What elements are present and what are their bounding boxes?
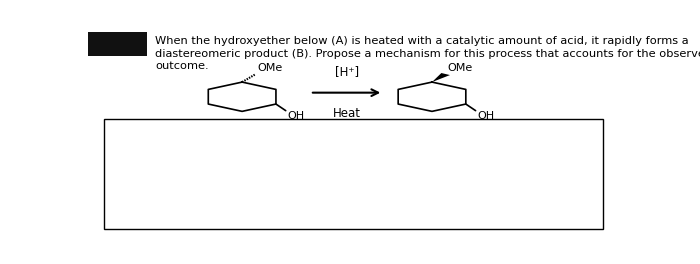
Text: [H⁺]: [H⁺] [335, 65, 359, 78]
Text: Heat: Heat [332, 107, 360, 120]
FancyBboxPatch shape [88, 32, 147, 56]
Text: OH: OH [477, 111, 494, 121]
Text: OMe: OMe [258, 63, 283, 73]
Polygon shape [432, 73, 450, 82]
Text: OH: OH [287, 111, 304, 121]
Text: When the hydroxyether below (A) is heated with a catalytic amount of acid, it ra: When the hydroxyether below (A) is heate… [155, 36, 700, 71]
Text: OMe: OMe [447, 63, 473, 73]
Bar [104, 119, 603, 229]
